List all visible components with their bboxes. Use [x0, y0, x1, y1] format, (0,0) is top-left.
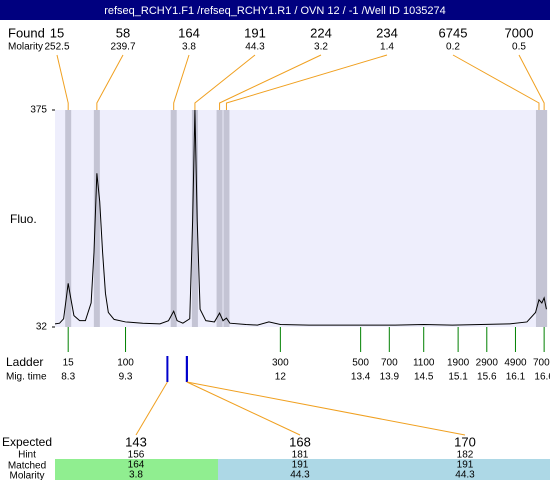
chart-title: refseq_RCHY1.F1 /refseq_RCHY1.R1 / OVN 1…: [104, 5, 446, 17]
matched-bg: [383, 459, 550, 480]
ladder-size: 2900: [476, 358, 499, 369]
found-molarity: 239.7: [110, 42, 135, 53]
ladder-size: 500: [352, 358, 369, 369]
hint-size: 156: [128, 450, 145, 461]
found-size: 15: [50, 25, 64, 40]
peak-connector: [194, 54, 256, 110]
peak-band: [216, 110, 223, 327]
found-size: 164: [178, 25, 200, 40]
peak-connector: [225, 54, 388, 110]
peak-band: [93, 110, 100, 327]
y-tick-label: 32: [36, 322, 48, 333]
trace: [54, 109, 547, 326]
found-molarity: 252.5: [44, 42, 69, 53]
found-molarity-label: Molarity: [8, 42, 43, 53]
peak-band: [191, 110, 198, 327]
ladder-time: 16.1: [506, 372, 526, 383]
ladder-time: 15.1: [448, 372, 468, 383]
peak-connector: [96, 54, 124, 110]
ladder-size: 300: [272, 358, 289, 369]
title-bar: [0, 0, 550, 20]
peak-band: [65, 110, 72, 327]
hint-size: 181: [292, 450, 309, 461]
matched-size: 191: [457, 460, 474, 471]
ladder-time-label: Mig. time: [6, 372, 47, 383]
ladder-size: 4900: [504, 358, 527, 369]
peak-band: [541, 110, 548, 327]
matched-molarity: 3.8: [129, 470, 143, 480]
found-size: 7000: [505, 25, 534, 40]
expected-size: 168: [289, 434, 311, 449]
matched-size: 191: [292, 460, 309, 471]
peak-connector: [56, 54, 69, 110]
expected-size: 143: [125, 434, 147, 449]
ladder-size: 100: [117, 358, 134, 369]
matched-bg: [55, 459, 218, 480]
ladder-time: 13.9: [380, 372, 400, 383]
peak-connector: [173, 54, 190, 110]
matched-bg: [218, 459, 383, 480]
y-axis-label: Fluo.: [10, 212, 37, 226]
found-size: 58: [116, 25, 130, 40]
expected-connector: [135, 381, 168, 436]
hint-size: 182: [457, 450, 474, 461]
matched-size: 164: [128, 460, 145, 471]
found-molarity: 0.5: [512, 42, 526, 53]
expected-label: Expected: [2, 435, 52, 449]
expected-connector: [186, 381, 466, 436]
ladder-time: 8.3: [61, 372, 75, 383]
found-size: 224: [310, 25, 332, 40]
ladder-size: 700: [381, 358, 398, 369]
peak-connector: [452, 54, 540, 110]
peak-band: [170, 110, 177, 327]
found-molarity: 44.3: [245, 42, 265, 53]
found-molarity: 3.8: [182, 42, 196, 53]
ladder-time: 14.5: [414, 372, 434, 383]
matched-molarity: 44.3: [290, 470, 310, 480]
hint-label: Hint: [18, 450, 36, 461]
peak-band: [223, 110, 230, 327]
found-size: 6745: [439, 25, 468, 40]
found-molarity: 3.2: [314, 42, 328, 53]
ladder-time: 15.6: [477, 372, 497, 383]
ladder-size: 7000: [533, 358, 550, 369]
matched-molarity: 44.3: [455, 470, 475, 480]
peak-band: [535, 110, 542, 327]
ladder-time: 9.3: [119, 372, 133, 383]
expected-connector: [186, 381, 301, 436]
found-label: Found: [8, 25, 45, 40]
ladder-size: 1900: [447, 358, 470, 369]
ladder-label: Ladder: [6, 355, 43, 369]
ladder-time: 13.4: [351, 372, 371, 383]
found-molarity: 0.2: [446, 42, 460, 53]
plot-area: [55, 110, 547, 327]
ladder-time: 12: [275, 372, 287, 383]
found-size: 191: [244, 25, 266, 40]
matched-label: Matched: [8, 461, 46, 472]
expected-molarity-label: Molarity: [9, 471, 44, 480]
y-tick-label: 375: [30, 105, 47, 116]
ladder-time: 16.6: [534, 372, 550, 383]
ladder-size: 1100: [413, 358, 435, 369]
expected-size: 170: [454, 434, 476, 449]
peak-connector: [219, 54, 322, 110]
ladder-size: 15: [63, 358, 75, 369]
peak-connector: [518, 54, 545, 110]
found-size: 234: [376, 25, 398, 40]
found-molarity: 1.4: [380, 42, 394, 53]
